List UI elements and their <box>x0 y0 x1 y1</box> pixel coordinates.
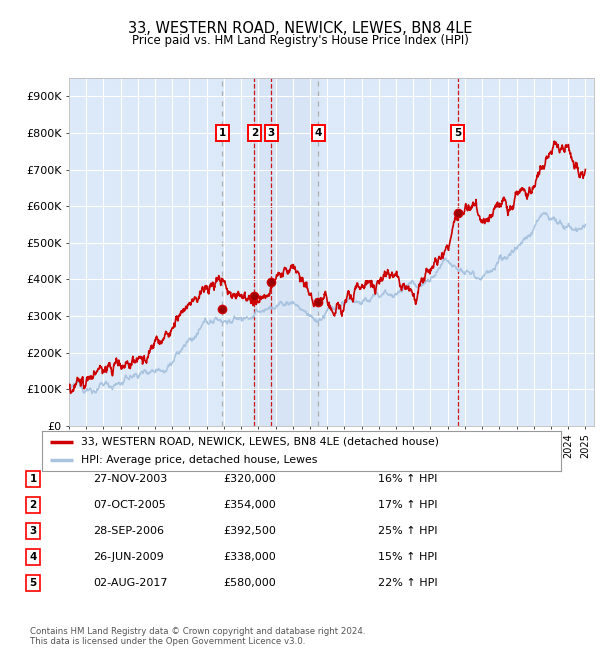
Text: 02-AUG-2017: 02-AUG-2017 <box>93 578 167 588</box>
Text: £392,500: £392,500 <box>223 526 276 536</box>
Text: 33, WESTERN ROAD, NEWICK, LEWES, BN8 4LE: 33, WESTERN ROAD, NEWICK, LEWES, BN8 4LE <box>128 21 472 36</box>
Text: 26-JUN-2009: 26-JUN-2009 <box>93 552 164 562</box>
Text: Price paid vs. HM Land Registry's House Price Index (HPI): Price paid vs. HM Land Registry's House … <box>131 34 469 47</box>
Text: 17% ↑ HPI: 17% ↑ HPI <box>378 500 437 510</box>
Text: 2: 2 <box>251 128 258 138</box>
Text: 33, WESTERN ROAD, NEWICK, LEWES, BN8 4LE (detached house): 33, WESTERN ROAD, NEWICK, LEWES, BN8 4LE… <box>81 437 439 447</box>
Text: 27-NOV-2003: 27-NOV-2003 <box>93 474 167 484</box>
Text: £338,000: £338,000 <box>223 552 276 562</box>
Text: 22% ↑ HPI: 22% ↑ HPI <box>378 578 437 588</box>
Text: 2: 2 <box>29 500 37 510</box>
Text: 4: 4 <box>29 552 37 562</box>
Text: 1: 1 <box>29 474 37 484</box>
Text: 3: 3 <box>268 128 275 138</box>
Text: 4: 4 <box>315 128 322 138</box>
Text: 28-SEP-2006: 28-SEP-2006 <box>93 526 164 536</box>
Text: 3: 3 <box>29 526 37 536</box>
Text: £580,000: £580,000 <box>223 578 276 588</box>
Text: 1: 1 <box>218 128 226 138</box>
Text: 5: 5 <box>29 578 37 588</box>
Text: £354,000: £354,000 <box>223 500 276 510</box>
Text: 15% ↑ HPI: 15% ↑ HPI <box>378 552 437 562</box>
Text: £320,000: £320,000 <box>223 474 276 484</box>
Text: This data is licensed under the Open Government Licence v3.0.: This data is licensed under the Open Gov… <box>30 637 305 646</box>
Bar <box>254 78 319 426</box>
Text: HPI: Average price, detached house, Lewes: HPI: Average price, detached house, Lewe… <box>81 456 317 465</box>
Text: 5: 5 <box>454 128 461 138</box>
Text: 25% ↑ HPI: 25% ↑ HPI <box>378 526 437 536</box>
Text: Contains HM Land Registry data © Crown copyright and database right 2024.: Contains HM Land Registry data © Crown c… <box>30 627 365 636</box>
Text: 07-OCT-2005: 07-OCT-2005 <box>93 500 166 510</box>
Text: 16% ↑ HPI: 16% ↑ HPI <box>378 474 437 484</box>
